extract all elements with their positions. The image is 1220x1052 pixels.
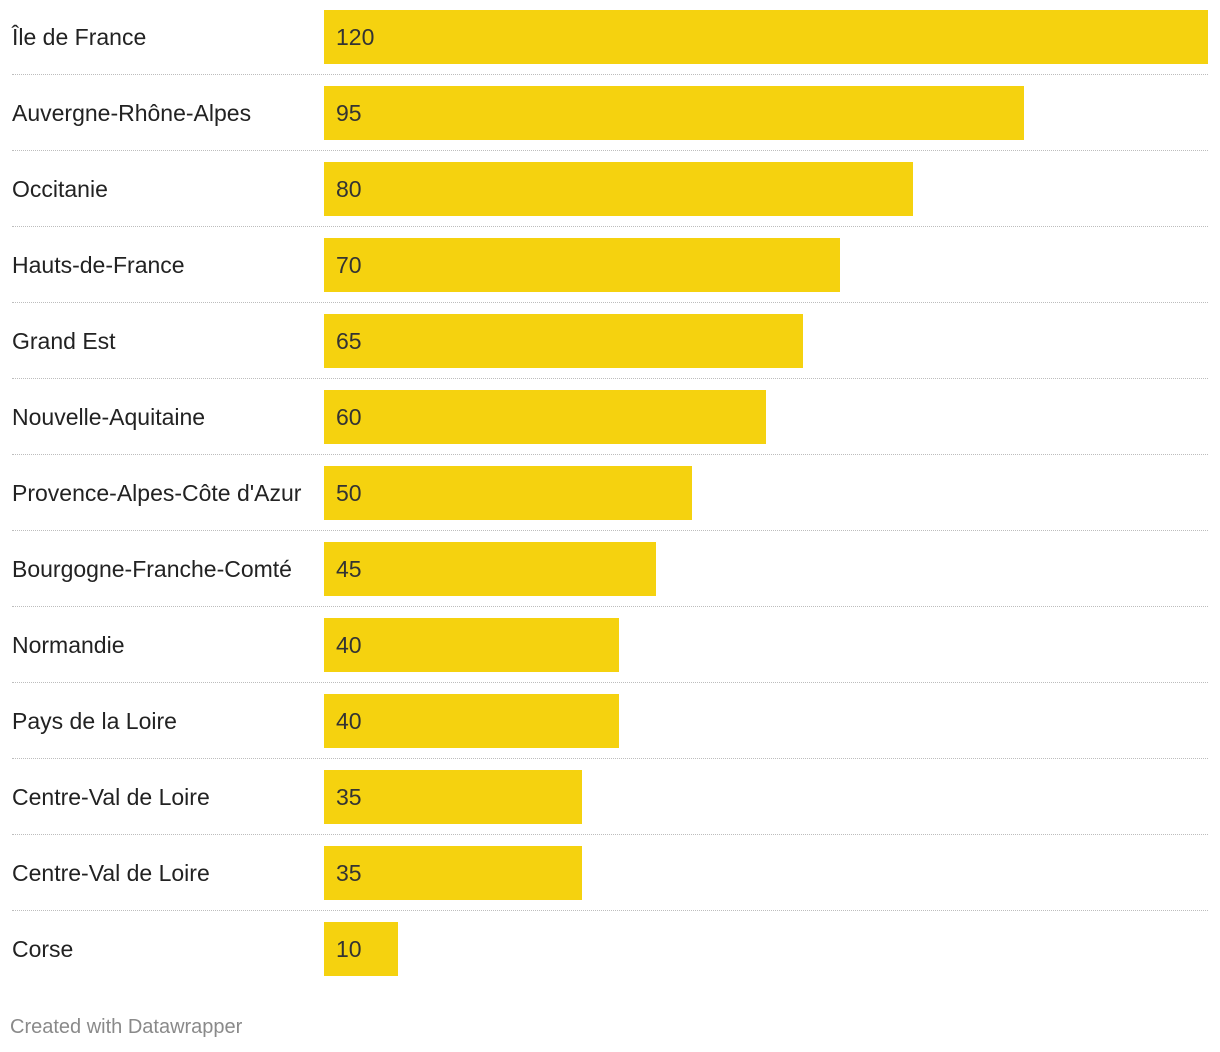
row-divider — [12, 758, 1208, 759]
bar — [324, 618, 619, 672]
bar-value-label: 10 — [336, 936, 362, 962]
bar-value-label: 60 — [336, 404, 362, 430]
bar-row: Hauts-de-France 70 — [0, 238, 1220, 314]
category-label: Centre-Val de Loire — [12, 784, 210, 810]
bar-value-label: 40 — [336, 632, 362, 658]
category-label: Pays de la Loire — [12, 708, 177, 734]
bar — [324, 86, 1024, 140]
row-divider — [12, 530, 1208, 531]
bar-value-label: 35 — [336, 860, 362, 886]
bar-row: Occitanie 80 — [0, 162, 1220, 238]
bar-row: Corse 10 — [0, 922, 1220, 998]
bar — [324, 162, 913, 216]
bar-value-label: 45 — [336, 556, 362, 582]
row-divider — [12, 606, 1208, 607]
category-label: Hauts-de-France — [12, 252, 185, 278]
bar-row: Pays de la Loire 40 — [0, 694, 1220, 770]
bar-value-label: 95 — [336, 100, 362, 126]
credit-footer: Created with Datawrapper — [10, 1016, 243, 1038]
bar — [324, 466, 692, 520]
category-label: Île de France — [12, 24, 147, 50]
row-divider — [12, 682, 1208, 683]
bar-row: Bourgogne-Franche-Comté 45 — [0, 542, 1220, 618]
bar — [324, 770, 582, 824]
bar-row: Île de France 120 — [0, 10, 1220, 86]
row-divider — [12, 378, 1208, 379]
category-label: Grand Est — [12, 328, 116, 354]
category-label: Auvergne-Rhône-Alpes — [12, 100, 252, 126]
category-label: Normandie — [12, 632, 125, 658]
bar — [324, 542, 656, 596]
bar-value-label: 40 — [336, 708, 362, 734]
bar — [324, 238, 840, 292]
bar — [324, 314, 803, 368]
category-label: Bourgogne-Franche-Comté — [12, 556, 292, 582]
bar — [324, 694, 619, 748]
row-divider — [12, 910, 1208, 911]
bar — [324, 846, 582, 900]
bar-value-label: 120 — [336, 24, 375, 50]
bar-row: Nouvelle-Aquitaine 60 — [0, 390, 1220, 466]
bar-value-label: 65 — [336, 328, 362, 354]
row-divider — [12, 226, 1208, 227]
row-divider — [12, 74, 1208, 75]
category-label: Corse — [12, 936, 74, 962]
bar-chart: Île de France 120 Auvergne-Rhône-Alpes 95 Oc… — [0, 10, 1220, 998]
bar-value-label: 70 — [336, 252, 362, 278]
row-divider — [12, 834, 1208, 835]
category-label: Provence-Alpes-Côte d'Azur — [12, 480, 302, 506]
bar-row: Normandie 40 — [0, 618, 1220, 694]
row-divider — [12, 302, 1208, 303]
category-label: Centre-Val de Loire — [12, 860, 210, 886]
bar-row: Grand Est 65 — [0, 314, 1220, 390]
bar-row: Auvergne-Rhône-Alpes 95 — [0, 86, 1220, 162]
bar-row: Centre-Val de Loire 35 — [0, 770, 1220, 846]
bar — [324, 10, 1208, 64]
category-label: Occitanie — [12, 176, 108, 202]
bar-value-label: 50 — [336, 480, 362, 506]
bar — [324, 390, 766, 444]
bar-value-label: 35 — [336, 784, 362, 810]
bar — [324, 922, 398, 976]
bar-row: Centre-Val de Loire 35 — [0, 846, 1220, 922]
bar-value-label: 80 — [336, 176, 362, 202]
row-divider — [12, 150, 1208, 151]
category-label: Nouvelle-Aquitaine — [12, 404, 206, 430]
row-divider — [12, 454, 1208, 455]
bar-row: Provence-Alpes-Côte d'Azur 50 — [0, 466, 1220, 542]
